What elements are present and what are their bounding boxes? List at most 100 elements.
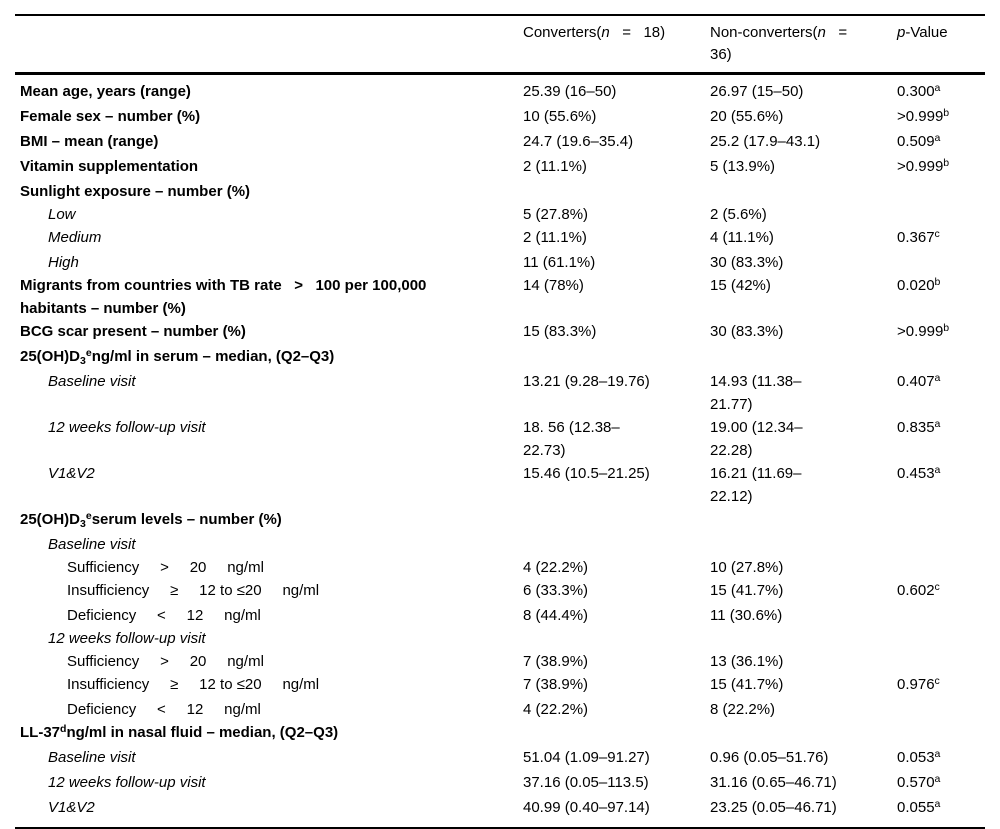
pvalue-cell: [897, 508, 985, 533]
nonconverters-cell: [710, 508, 897, 533]
nonconverters-cell: 0.96 (0.05–51.76): [710, 746, 897, 771]
row-label-cell: Insufficiency ≥ 12 to ≤20 ng/ml: [67, 676, 320, 693]
pvalue-cell: 0.055a: [897, 796, 985, 828]
table-row: Insufficiency ≥ 12 to ≤20 ng/ml 7 (38.9%…: [15, 673, 985, 698]
cell-value: 14.93 (11.38–21.77): [710, 373, 802, 413]
row-label-cell: Medium: [48, 229, 102, 246]
converters-cell: 11 (61.1%): [523, 251, 710, 274]
nonconverters-cell: 2 (5.6%): [710, 203, 897, 226]
cell-value: 25.2 (17.9–43.1): [710, 133, 821, 150]
pvalue-cell: [897, 251, 985, 274]
table-row: 12 weeks follow-up visit 37.16 (0.05–113…: [15, 771, 985, 796]
cell-value: 7 (38.9%): [523, 653, 589, 670]
converters-cell: 8 (44.4%): [523, 604, 710, 627]
cell-value: 23.25 (0.05–46.71): [710, 799, 837, 816]
p-superscript: c: [934, 228, 940, 240]
row-label-cell: BMI – mean (range): [20, 133, 159, 150]
cell-value: 15.46 (10.5–21.25): [523, 465, 650, 482]
cell-value: 30 (83.3%): [710, 323, 784, 340]
converters-cell: [523, 345, 710, 370]
converters-cell: 5 (27.8%): [523, 203, 710, 226]
row-label-cell: Insufficiency ≥ 12 to ≤20 ng/ml: [67, 582, 320, 599]
p-superscript: a: [934, 464, 941, 476]
p-superscript: c: [934, 675, 940, 687]
header-row: Converters(n = 18) Non-converters(n = 36…: [15, 15, 985, 75]
cell-value: 5 (27.8%): [523, 206, 589, 223]
converters-cell: 2 (11.1%): [523, 155, 710, 180]
nonconverters-cell: 15 (42%): [710, 274, 897, 320]
nonconverters-cell: 10 (27.8%): [710, 556, 897, 579]
header-text: =: [609, 24, 644, 41]
converters-cell: [523, 721, 710, 746]
pvalue-cell: 0.835a: [897, 416, 985, 462]
pvalue-cell: [897, 203, 985, 226]
row-label-cell: Deficiency < 12 ng/ml: [67, 701, 261, 718]
nonconverters-cell: 30 (83.3%): [710, 320, 897, 345]
header-nonconverters-text: Non-converters(n = 36): [710, 22, 862, 66]
pvalue-cell: >0.999b: [897, 105, 985, 130]
table-row: LL-37dng/ml in nasal fluid – median, (Q2…: [15, 721, 985, 746]
row-label-cell: Sufficiency > 20 ng/ml: [67, 653, 264, 670]
header-converters-text: Converters(n = 18): [523, 22, 665, 44]
p-superscript: a: [934, 418, 941, 430]
cell-value: 6 (33.3%): [523, 582, 589, 599]
nonconverters-cell: [710, 721, 897, 746]
cell-value: 10 (55.6%): [523, 108, 597, 125]
table-row: Deficiency < 12 ng/ml 4 (22.2%) 8 (22.2%…: [15, 698, 985, 721]
pvalue-cell: 0.570a: [897, 771, 985, 796]
row-label-cell: Deficiency < 12 ng/ml: [67, 607, 261, 624]
table-row: Female sex – number (%) 10 (55.6%) 20 (5…: [15, 105, 985, 130]
label-subscript: 3: [80, 355, 86, 367]
row-label-cell: BCG scar present – number (%): [20, 323, 246, 340]
pvalue-cell: [897, 345, 985, 370]
cell-value: 15 (41.7%): [710, 676, 784, 693]
table-row: Low 5 (27.8%) 2 (5.6%): [15, 203, 985, 226]
table-row: 12 weeks follow-up visit: [15, 627, 985, 650]
cell-value: 30 (83.3%): [710, 254, 784, 271]
p-value: 0.053: [897, 749, 935, 766]
pvalue-cell: 0.453a: [897, 462, 985, 508]
table-row: 25(OH)D3eng/ml in serum – median, (Q2–Q3…: [15, 345, 985, 370]
label-text: ng/ml in serum – median, (Q2–Q3): [91, 348, 335, 365]
cell-value: 37.16 (0.05–113.5): [523, 774, 649, 791]
header-text: 36): [710, 46, 732, 63]
table-row: Medium 2 (11.1%) 4 (11.1%) 0.367c: [15, 226, 985, 251]
header-text: Non-converters(: [710, 24, 818, 41]
p-superscript: a: [934, 372, 941, 384]
label-text: 25(OH)D: [20, 348, 81, 365]
nonconverters-cell: [710, 533, 897, 556]
row-label-cell: 25(OH)D3eserum levels – number (%): [15, 508, 523, 533]
nonconverters-cell: 13 (36.1%): [710, 650, 897, 673]
p-value: >0.999: [897, 108, 944, 125]
converters-cell: 7 (38.9%): [523, 650, 710, 673]
table-row: 25(OH)D3eserum levels – number (%): [15, 508, 985, 533]
table-row: Sunlight exposure – number (%): [15, 180, 985, 203]
cell-value: 2 (5.6%): [710, 206, 767, 223]
converters-cell: 4 (22.2%): [523, 556, 710, 579]
nonconverters-cell: 30 (83.3%): [710, 251, 897, 274]
cell-value: 18. 56 (12.38–22.73): [523, 419, 620, 459]
converters-cell: 13.21 (9.28–19.76): [523, 370, 710, 416]
nonconverters-cell: 25.2 (17.9–43.1): [710, 130, 897, 155]
pvalue-cell: [897, 698, 985, 721]
p-superscript: b: [934, 276, 941, 288]
converters-cell: 24.7 (19.6–35.4): [523, 130, 710, 155]
cell-value: 5 (13.9%): [710, 158, 776, 175]
nonconverters-cell: 19.00 (12.34–22.28): [710, 416, 897, 462]
table-row: BMI – mean (range) 24.7 (19.6–35.4) 25.2…: [15, 130, 985, 155]
table-row: 12 weeks follow-up visit 18. 56 (12.38–2…: [15, 416, 985, 462]
header-text: 18): [643, 24, 666, 41]
header-pvalue-cell: p-Value: [897, 15, 985, 75]
nonconverters-cell: 26.97 (15–50): [710, 74, 897, 106]
cell-value: 8 (44.4%): [523, 607, 589, 624]
row-label-cell: Female sex – number (%): [20, 108, 201, 125]
header-p-italic: p: [897, 24, 906, 41]
table-row: V1&V2 40.99 (0.40–97.14) 23.25 (0.05–46.…: [15, 796, 985, 828]
row-label-cell: Sunlight exposure – number (%): [20, 183, 251, 200]
converters-cell: 25.39 (16–50): [523, 74, 710, 106]
clinical-characteristics-table: Converters(n = 18) Non-converters(n = 36…: [15, 14, 985, 829]
header-n-italic: n: [817, 24, 826, 41]
nonconverters-cell: [710, 345, 897, 370]
converters-cell: 37.16 (0.05–113.5): [523, 771, 710, 796]
nonconverters-cell: 15 (41.7%): [710, 673, 897, 698]
